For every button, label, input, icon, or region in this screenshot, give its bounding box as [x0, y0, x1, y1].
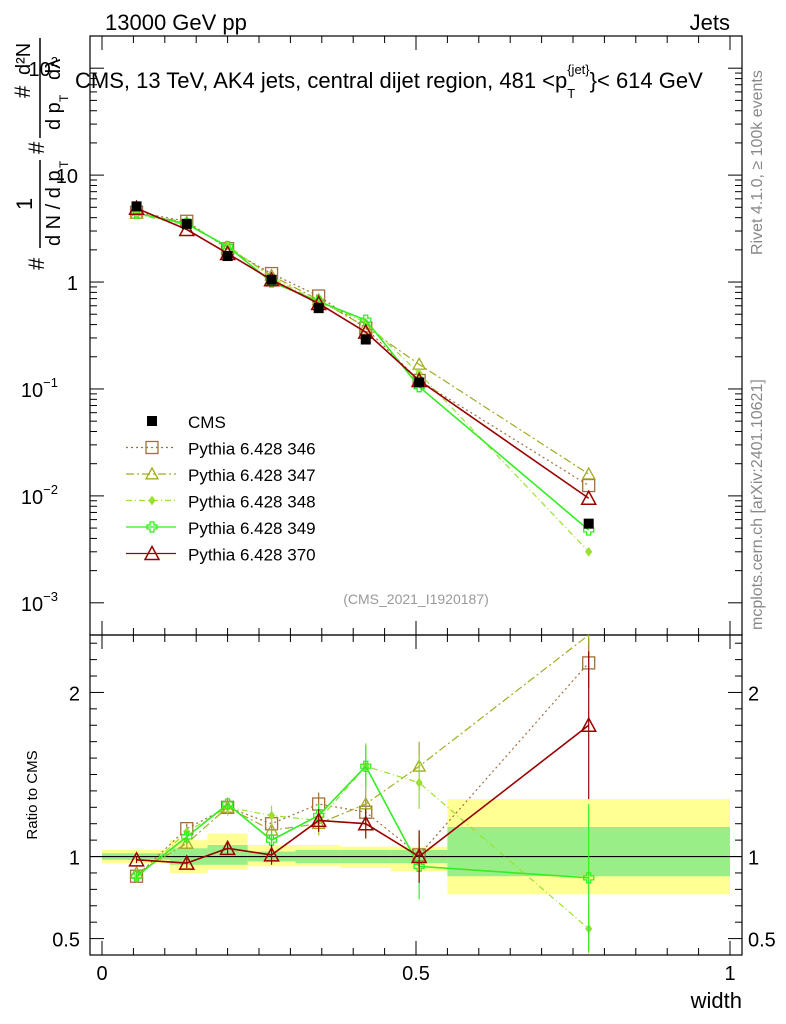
ratio-series	[128, 634, 597, 954]
main-series	[128, 199, 597, 557]
ratio-axes: 2 2 1 1 0.5 0.5	[52, 642, 776, 952]
ratio-series-point	[580, 716, 597, 733]
chart-title: CMS, 13 TeV, AK4 jets, central dijet reg…	[75, 62, 703, 101]
x-axis-label: width	[690, 988, 742, 1013]
ratio-series-point	[357, 815, 375, 831]
y-tick-label-main: 10−2	[21, 482, 58, 509]
svg-text:T: T	[57, 160, 71, 168]
y-tick-label-ratio-right: 0.5	[748, 930, 776, 952]
ratio-series-point	[413, 860, 425, 873]
legend-marker	[144, 466, 160, 480]
header-left: 13000 GeV pp	[105, 10, 247, 35]
y-tick-label-ratio-right: 1	[748, 848, 759, 870]
y-tick-label-ratio: 0.5	[52, 930, 80, 952]
cms-data-point	[131, 201, 142, 212]
y-tick-label-ratio: 1	[69, 848, 80, 870]
cms-data-point	[313, 303, 324, 314]
legend-label: CMS	[188, 413, 226, 432]
ratio-series-point	[410, 847, 428, 864]
svg-text:dλ: dλ	[43, 59, 65, 80]
x-tick-label: 0	[96, 963, 107, 985]
svg-text:T: T	[57, 94, 71, 102]
legend-marker	[146, 521, 158, 533]
side-label-top: Rivet 4.1.0, ≥ 100k events	[749, 70, 766, 255]
svg-text:d p: d p	[43, 102, 65, 130]
ratio-series-point	[415, 777, 423, 788]
ratio-series-point	[265, 834, 278, 846]
ratio-series-point	[181, 831, 193, 843]
main-series-point	[178, 220, 196, 237]
legend-label: Pythia 6.428 347	[188, 466, 316, 485]
svg-text:d N / d p: d N / d p	[43, 170, 65, 246]
ratio-series-point	[221, 798, 234, 810]
y-tick-label-main: 1	[67, 273, 78, 295]
analysis-tag: (CMS_2021_I1920187)	[343, 591, 489, 607]
ratio-series-point	[358, 796, 373, 810]
y-tick-label-ratio: 2	[69, 683, 80, 705]
ratio-series-point	[263, 846, 280, 862]
x-tick-label: 1	[724, 963, 735, 985]
legend-marker	[147, 416, 157, 426]
svg-text:#: #	[24, 257, 49, 270]
ratio-bands	[90, 799, 742, 895]
header-right: Jets	[690, 10, 730, 35]
main-series-point	[581, 466, 596, 480]
x-tick-label: 0.5	[402, 963, 430, 985]
cms-data-point	[583, 518, 594, 529]
legend-marker	[143, 544, 161, 561]
ratio-series-point	[360, 760, 372, 772]
main-series-line	[136, 213, 590, 553]
svg-text:1: 1	[12, 198, 37, 210]
legend-marker	[145, 440, 159, 455]
main-series-point	[221, 240, 234, 253]
ratio-series-point	[179, 836, 194, 849]
legend: CMS Pythia 6.428 346 Pythia 6.428 347 Pythi…	[126, 413, 316, 565]
y-tick-label-ratio-right: 2	[748, 683, 759, 705]
svg-text:#: #	[10, 85, 35, 98]
ratio-series-line	[136, 662, 590, 877]
side-label-bottom: mcplots.cern.ch [arXiv:2401.10621]	[749, 379, 766, 630]
ratio-plot-frame	[89, 634, 743, 956]
ratio-series-point	[310, 811, 327, 828]
ratio-series-line	[136, 765, 590, 930]
y-tick-label-main: 10	[56, 166, 78, 188]
main-series-point	[580, 489, 597, 506]
cms-data-point	[360, 334, 371, 345]
ratio-series-line	[136, 724, 590, 864]
y-tick-label-main: 10−3	[21, 589, 58, 616]
legend-marker	[148, 495, 156, 506]
ratio-series-point	[267, 810, 276, 821]
ratio-series-point	[128, 851, 145, 867]
ratio-series-point	[178, 854, 196, 870]
main-series-point	[585, 546, 593, 557]
ratio-series-point	[130, 870, 143, 882]
legend-label: Pythia 6.428 370	[188, 546, 316, 565]
ratio-series-line	[136, 764, 589, 879]
ratio-series-line	[136, 634, 590, 874]
y-axis-label-main: # 1 d N / d p T # # d p T dλ d²N	[10, 38, 71, 270]
legend-label: Pythia 6.428 349	[188, 519, 316, 538]
main-series-point	[360, 314, 372, 326]
y-tick-label-main: 10−1	[21, 375, 58, 402]
cms-data-point	[266, 274, 277, 285]
legend-label: Pythia 6.428 348	[188, 493, 316, 512]
cms-data-point	[181, 218, 192, 229]
legend-label: Pythia 6.428 346	[188, 440, 316, 459]
cms-data-point	[414, 377, 425, 388]
svg-text:d²N: d²N	[13, 43, 35, 75]
y-axis-label-ratio: Ratio to CMS	[24, 750, 41, 839]
main-series-line	[136, 207, 590, 499]
ratio-series-point	[219, 839, 236, 856]
cms-data-point	[222, 251, 233, 262]
ratio-series-point	[583, 872, 595, 884]
main-series-line	[136, 211, 590, 487]
svg-text:#: #	[24, 141, 49, 154]
